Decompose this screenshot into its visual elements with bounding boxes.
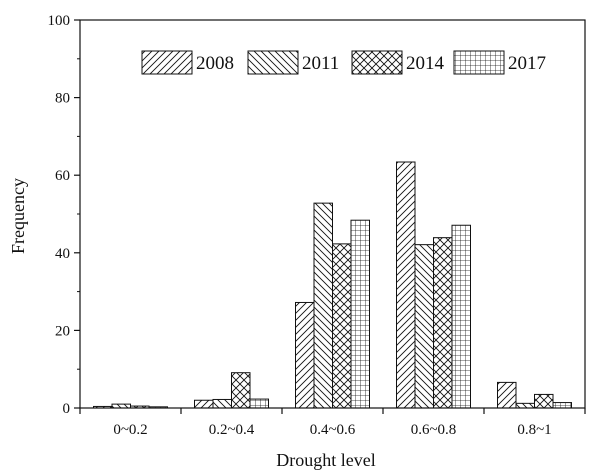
bar-2008-1	[194, 399, 214, 409]
legend: 2008 2011 2014 2017	[141, 50, 546, 75]
legend-label-2017: 2017	[508, 53, 546, 74]
bar-2014-2	[332, 243, 352, 409]
y-tick-label: 60	[55, 168, 70, 184]
x-tick-label: 0~0.2	[113, 422, 147, 438]
legend-label-2008: 2008	[196, 53, 234, 74]
bars-layer	[93, 161, 572, 409]
x-tick-label: 0.2~0.4	[209, 422, 255, 438]
legend-swatch-2014	[351, 50, 403, 75]
y-tick-label: 100	[48, 13, 71, 29]
y-tick-label: 0	[63, 401, 71, 417]
bar-2008-4	[497, 381, 517, 409]
bar-2011-1	[212, 398, 232, 409]
legend-swatch-2017	[453, 50, 505, 75]
y-tick-label: 40	[55, 246, 70, 262]
bar-2014-4	[534, 393, 554, 409]
legend-label-2011: 2011	[302, 53, 339, 74]
x-tick-label: 0.6~0.8	[411, 422, 457, 438]
bar-2014-3	[433, 237, 453, 409]
bar-2017-2	[350, 219, 370, 409]
legend-swatch-2008	[141, 50, 193, 75]
y-axis-title: Frequency	[8, 178, 28, 254]
bar-2011-2	[313, 202, 333, 409]
bar-2011-3	[414, 244, 434, 409]
bar-2017-3	[451, 224, 471, 409]
bar-2008-3	[396, 161, 416, 409]
bar-2017-4	[552, 402, 572, 409]
legend-label-2014: 2014	[406, 53, 445, 74]
legend-swatch-2011	[247, 50, 299, 75]
bar-2011-4	[515, 402, 535, 409]
bar-2017-1	[249, 398, 269, 409]
x-tick-label: 0.8~1	[517, 422, 551, 438]
y-tick-label: 20	[55, 323, 70, 339]
x-tick-label: 0.4~0.6	[310, 422, 356, 438]
bar-2008-2	[295, 301, 315, 409]
bar-2014-1	[231, 372, 251, 409]
axes-layer: 0 20 40 60 80 100 0~0.2 0.2~0.4 0.4~0.6 0.6~0.8 0.…	[48, 13, 586, 438]
x-axis-title: Drought level	[276, 450, 375, 470]
y-tick-label: 80	[55, 91, 70, 107]
